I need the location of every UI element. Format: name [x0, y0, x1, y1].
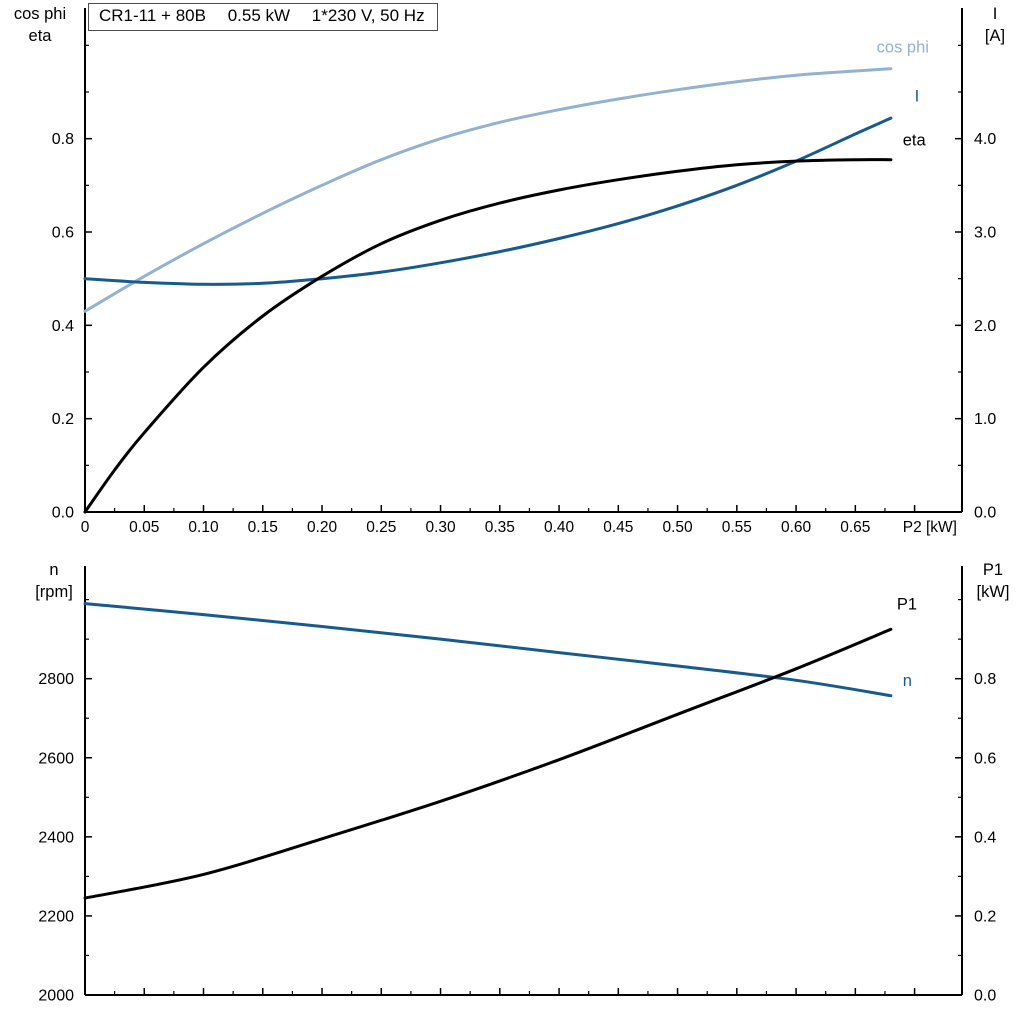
right-y-tick-label: 1.0	[974, 411, 996, 428]
top-chart-canvas: 0 0.05 0.10 0.15 0.20 0.25 0.30 0.35 0.40 0.45 0.5…	[52, 8, 996, 536]
x-tick-label: 0.25	[366, 519, 396, 536]
left-y-tick-label: 2800	[38, 671, 74, 688]
curve-label-eta: eta	[903, 132, 927, 150]
supply-voltage: 1*230 V, 50 Hz	[311, 6, 425, 25]
bottom-right-axis-title: P1 [kW]	[962, 560, 1024, 604]
left-y-tick-label: 0.0	[52, 505, 74, 522]
x-tick-label: 0.40	[544, 519, 575, 536]
x-tick-label: 0.05	[129, 519, 159, 536]
x-tick-label: 0.45	[603, 519, 633, 536]
x-axis-unit-label: P2 [kW]	[903, 519, 957, 536]
curve-label-speed: n	[903, 672, 912, 690]
top-right-axis-title: I [A]	[968, 4, 1022, 48]
left-y-tick-label: 2000	[38, 988, 74, 1005]
series-eta	[83, 158, 893, 514]
right-y-tick-label: 0.2	[974, 908, 996, 925]
curve-label-cos-phi: cos phi	[877, 38, 929, 56]
axis-title-p1-unit: [kW]	[976, 582, 1010, 601]
x-tick-label: 0.15	[248, 519, 278, 536]
axis-title-p1: P1	[982, 561, 1004, 579]
right-y-tick-label: 0.0	[974, 988, 996, 1005]
x-tick-label: 0.20	[307, 519, 338, 536]
top-left-axis-title: cos phi eta	[2, 4, 78, 48]
left-y-tick-label: 0.4	[52, 318, 74, 335]
x-tick-label: 0.50	[662, 519, 693, 536]
x-tick-label: 0.60	[781, 519, 812, 536]
motor-power: 0.55 kW	[227, 6, 291, 25]
bottom-left-axis-title: n [rpm]	[14, 560, 94, 604]
right-y-tick-label: 3.0	[974, 225, 996, 242]
right-y-tick-label: 0.4	[974, 829, 996, 846]
axis-title-speed: n	[49, 561, 59, 579]
left-y-tick-label: 0.8	[52, 131, 74, 148]
x-tick-label: 0	[81, 519, 90, 536]
curve-label-p1: P1	[897, 595, 917, 613]
right-y-tick-label: 4.0	[974, 131, 996, 148]
curve-label-current: I	[915, 87, 920, 105]
right-y-tick-label: 0.6	[974, 750, 996, 767]
series-cos-phi	[83, 67, 893, 313]
chart-title-box: CR1-11 + 80B 0.55 kW 1*230 V, 50 Hz	[88, 3, 438, 31]
x-tick-label: 0.55	[722, 519, 752, 536]
x-tick-label: 0.30	[425, 519, 456, 536]
x-tick-label: 0.35	[485, 519, 515, 536]
left-y-tick-label: 2400	[38, 829, 74, 846]
series-speed	[83, 602, 893, 698]
pump-model: CR1-11 + 80B	[99, 6, 206, 25]
right-y-tick-label: 0.0	[974, 505, 996, 522]
axis-title-eta: eta	[28, 26, 52, 45]
left-y-tick-label: 0.2	[52, 411, 74, 428]
x-tick-label: 0.65	[840, 519, 870, 536]
left-y-tick-label: 2600	[38, 750, 74, 767]
axis-title-current-unit: [A]	[984, 26, 1006, 45]
axis-title-current: I	[992, 5, 998, 23]
x-tick-label: 0.10	[188, 519, 219, 536]
axis-title-cos-phi: cos phi	[13, 5, 67, 23]
axis-title-speed-unit: [rpm]	[35, 582, 73, 601]
bottom-chart-canvas: 2000 2200 2400 2600 2800 0.0 0.2 0.4 0.6 0.8 n P1	[38, 566, 996, 1005]
left-y-tick-label: 2200	[38, 908, 74, 925]
series-p1	[83, 627, 893, 900]
right-y-tick-label: 2.0	[974, 318, 996, 335]
right-y-tick-label: 0.8	[974, 671, 996, 688]
left-y-tick-label: 0.6	[52, 225, 74, 242]
series-current	[83, 116, 893, 286]
